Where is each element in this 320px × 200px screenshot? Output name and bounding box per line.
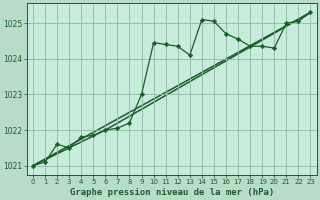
X-axis label: Graphe pression niveau de la mer (hPa): Graphe pression niveau de la mer (hPa) <box>69 188 274 197</box>
